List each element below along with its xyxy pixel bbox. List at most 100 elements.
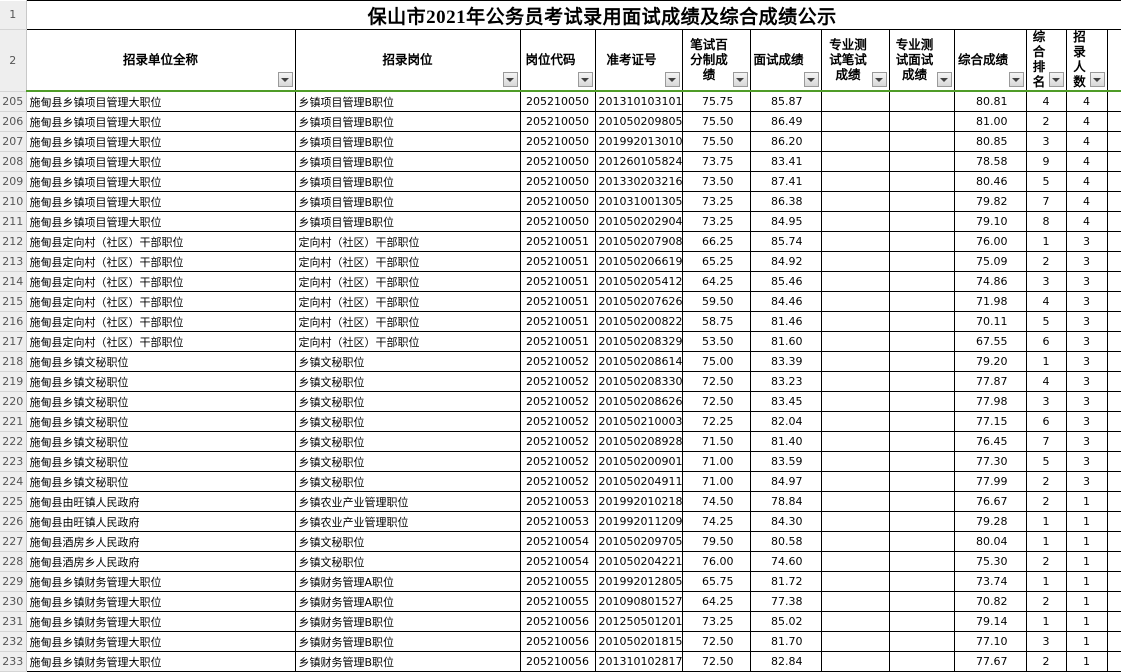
cell-unit[interactable]: 施甸县乡镇项目管理大职位 [26,192,295,212]
row-header-233[interactable]: 233 [0,652,26,672]
cell-mianshi[interactable]: 84.30 [750,512,821,532]
cell-bishi[interactable]: 73.25 [682,212,750,232]
cell-post[interactable]: 乡镇财务管理A职位 [295,592,520,612]
cell-zyms[interactable] [889,91,954,112]
cell-zyms[interactable] [889,232,954,252]
cell-zh[interactable]: 77.67 [954,652,1026,672]
cell-code[interactable]: 205210052 [520,372,595,392]
filter-dropdown-icon-post[interactable] [503,72,518,87]
cell-rank[interactable]: 2 [1026,652,1066,672]
cell-note[interactable] [1107,132,1121,152]
cell-zybs[interactable] [821,132,889,152]
cell-mianshi[interactable]: 82.84 [750,652,821,672]
cell-zybs[interactable] [821,512,889,532]
cell-bishi[interactable]: 72.50 [682,632,750,652]
cell-zyms[interactable] [889,452,954,472]
cell-hire[interactable]: 3 [1066,372,1107,392]
cell-note[interactable] [1107,352,1121,372]
cell-bishi[interactable]: 73.50 [682,172,750,192]
cell-zyms[interactable] [889,132,954,152]
cell-rank[interactable]: 3 [1026,392,1066,412]
cell-unit[interactable]: 施甸县乡镇财务管理大职位 [26,572,295,592]
row-header-228[interactable]: 228 [0,552,26,572]
cell-hire[interactable]: 3 [1066,312,1107,332]
cell-zh[interactable]: 80.04 [954,532,1026,552]
cell-rank[interactable]: 1 [1026,232,1066,252]
cell-hire[interactable]: 3 [1066,352,1107,372]
cell-zybs[interactable] [821,192,889,212]
cell-unit[interactable]: 施甸县乡镇文秘职位 [26,412,295,432]
row-header-216[interactable]: 216 [0,312,26,332]
cell-note[interactable] [1107,252,1121,272]
cell-bishi[interactable]: 75.75 [682,91,750,112]
cell-unit[interactable]: 施甸县乡镇财务管理大职位 [26,592,295,612]
filter-dropdown-icon-zybs[interactable] [872,72,887,87]
cell-hire[interactable]: 4 [1066,132,1107,152]
row-header-212[interactable]: 212 [0,232,26,252]
cell-code[interactable]: 205210051 [520,252,595,272]
cell-post[interactable]: 乡镇项目管理B职位 [295,132,520,152]
cell-unit[interactable]: 施甸县由旺镇人民政府 [26,492,295,512]
cell-zh[interactable]: 77.87 [954,372,1026,392]
cell-bishi[interactable]: 59.50 [682,292,750,312]
cell-zh[interactable]: 79.28 [954,512,1026,532]
filter-dropdown-icon-ticket[interactable] [665,72,680,87]
row-header-220[interactable]: 220 [0,392,26,412]
cell-post[interactable]: 乡镇文秘职位 [295,352,520,372]
cell-hire[interactable]: 3 [1066,252,1107,272]
cell-zh[interactable]: 74.86 [954,272,1026,292]
cell-hire[interactable]: 3 [1066,432,1107,452]
cell-zybs[interactable] [821,91,889,112]
cell-mianshi[interactable]: 83.45 [750,392,821,412]
cell-zybs[interactable] [821,392,889,412]
cell-rank[interactable]: 5 [1026,452,1066,472]
cell-mianshi[interactable]: 78.84 [750,492,821,512]
cell-mianshi[interactable]: 74.60 [750,552,821,572]
cell-unit[interactable]: 施甸县定向村（社区）干部职位 [26,252,295,272]
cell-zh[interactable]: 79.82 [954,192,1026,212]
cell-code[interactable]: 205210051 [520,272,595,292]
row-header-208[interactable]: 208 [0,152,26,172]
cell-rank[interactable]: 2 [1026,492,1066,512]
cell-note[interactable] [1107,392,1121,412]
cell-hire[interactable]: 3 [1066,452,1107,472]
cell-ticket[interactable]: 201050208626 [595,392,682,412]
cell-code[interactable]: 205210051 [520,292,595,312]
cell-code[interactable]: 205210051 [520,232,595,252]
cell-mianshi[interactable]: 77.38 [750,592,821,612]
cell-unit[interactable]: 施甸县乡镇财务管理大职位 [26,612,295,632]
cell-mianshi[interactable]: 85.02 [750,612,821,632]
cell-ticket[interactable]: 201992012805 [595,572,682,592]
cell-code[interactable]: 205210050 [520,212,595,232]
cell-code[interactable]: 205210052 [520,352,595,372]
cell-hire[interactable]: 4 [1066,172,1107,192]
cell-zh[interactable]: 70.11 [954,312,1026,332]
cell-unit[interactable]: 施甸县乡镇文秘职位 [26,432,295,452]
cell-ticket[interactable]: 201050202904 [595,212,682,232]
cell-ticket[interactable]: 201310102817 [595,652,682,672]
cell-post[interactable]: 乡镇项目管理B职位 [295,192,520,212]
cell-zybs[interactable] [821,372,889,392]
cell-zybs[interactable] [821,252,889,272]
cell-bishi[interactable]: 58.75 [682,312,750,332]
cell-bishi[interactable]: 65.25 [682,252,750,272]
cell-unit[interactable]: 施甸县乡镇文秘职位 [26,472,295,492]
cell-rank[interactable]: 1 [1026,572,1066,592]
cell-bishi[interactable]: 72.50 [682,372,750,392]
filter-dropdown-icon-zyms[interactable] [937,72,952,87]
cell-ticket[interactable]: 201050208330 [595,372,682,392]
cell-note[interactable] [1107,652,1121,672]
cell-mianshi[interactable]: 81.72 [750,572,821,592]
cell-code[interactable]: 205210056 [520,632,595,652]
cell-ticket[interactable]: 201050209805 [595,112,682,132]
cell-mianshi[interactable]: 84.46 [750,292,821,312]
cell-zybs[interactable] [821,152,889,172]
cell-post[interactable]: 定向村（社区）干部职位 [295,292,520,312]
cell-rank[interactable]: 8 [1026,212,1066,232]
cell-code[interactable]: 205210052 [520,472,595,492]
cell-hire[interactable]: 1 [1066,532,1107,552]
cell-mianshi[interactable]: 81.46 [750,312,821,332]
cell-post[interactable]: 乡镇项目管理B职位 [295,212,520,232]
row-header-229[interactable]: 229 [0,572,26,592]
cell-zh[interactable]: 77.10 [954,632,1026,652]
